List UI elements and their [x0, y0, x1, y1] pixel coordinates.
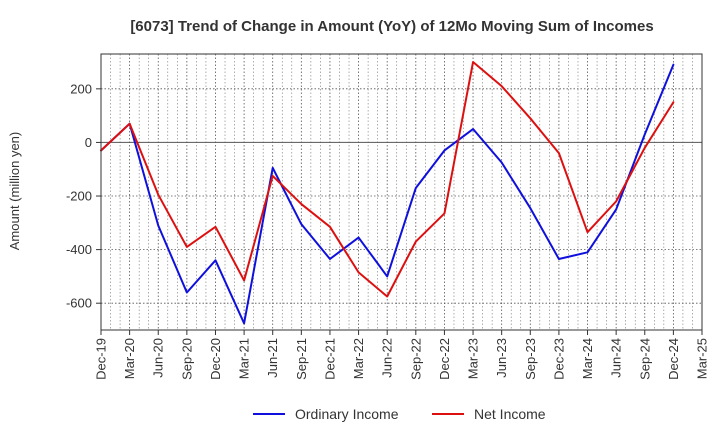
y-tick-label: -200: [66, 189, 92, 204]
x-tick-label: Jun-22: [380, 338, 395, 378]
x-tick-label: Sep-24: [637, 338, 652, 380]
x-tick-label: Dec-20: [208, 338, 223, 380]
y-tick-label: 0: [85, 135, 92, 150]
x-tick-label: Dec-23: [551, 338, 566, 380]
x-tick-label: Mar-21: [237, 338, 252, 379]
x-tick-label: Jun-20: [151, 338, 166, 378]
x-tick-label: Dec-24: [666, 338, 681, 380]
series-lines: [100, 61, 675, 325]
x-tick-label: Mar-22: [351, 338, 366, 379]
y-tick-label: -400: [66, 242, 92, 257]
x-tick-label: Mar-24: [580, 338, 595, 379]
x-tick-label: Jun-24: [609, 338, 624, 378]
legend-label: Ordinary Income: [295, 406, 399, 422]
series-line-net-income: [100, 61, 675, 298]
y-tick-label: 200: [70, 81, 92, 96]
x-tick-label: Sep-21: [294, 338, 309, 380]
series-line-ordinary-income: [100, 63, 675, 325]
plot-frame: [100, 53, 703, 331]
y-axis-ticks: 200 0 -200 -400 -600: [66, 81, 101, 311]
x-tick-label: Mar-25: [695, 338, 710, 379]
x-tick-label: Jun-23: [494, 338, 509, 378]
x-tick-label: Mar-23: [466, 338, 481, 379]
x-tick-label: Dec-19: [94, 338, 109, 380]
x-axis-ticks: Dec-19 Mar-20 Jun-20 Sep-20 Dec-20 Mar-21 Jun-…: [94, 330, 710, 380]
grid-lines: [100, 54, 703, 330]
x-tick-label: Sep-20: [179, 338, 194, 380]
x-tick-label: Sep-22: [408, 338, 423, 380]
x-tick-label: Mar-20: [122, 338, 137, 379]
legend-label: Net Income: [474, 406, 546, 422]
x-tick-label: Sep-23: [523, 338, 538, 380]
legend: Ordinary Income Net Income: [253, 406, 546, 422]
x-tick-label: Jun-21: [265, 338, 280, 378]
chart-title: [6073] Trend of Change in Amount (YoY) o…: [130, 18, 653, 35]
plot-border: [100, 53, 703, 331]
x-tick-label: Dec-21: [322, 338, 337, 380]
x-tick-label: Dec-22: [437, 338, 452, 380]
y-axis-title: Amount (million yen): [7, 132, 22, 251]
y-tick-label: -600: [66, 296, 92, 311]
